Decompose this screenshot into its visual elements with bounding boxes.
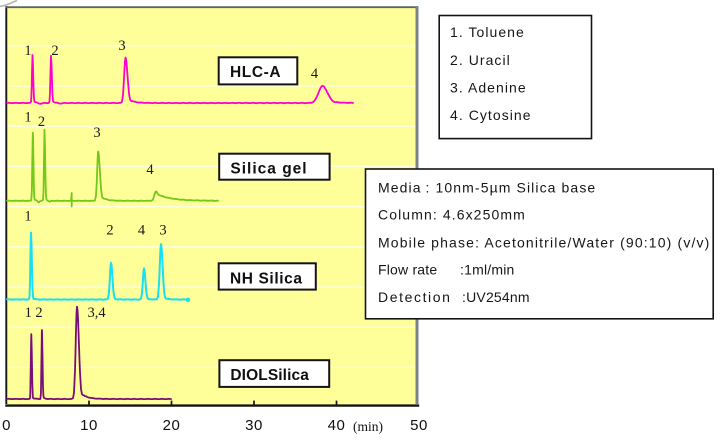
svg-text:1: 1 [24, 209, 31, 225]
svg-text:4: 4 [146, 162, 154, 178]
svg-text:2: 2 [35, 305, 42, 321]
svg-text:3. Adenine: 3. Adenine [450, 80, 527, 96]
svg-text:4: 4 [138, 223, 146, 239]
svg-text:1: 1 [25, 305, 32, 321]
svg-text::UV254nm: :UV254nm [462, 289, 530, 305]
svg-text:30: 30 [245, 417, 263, 434]
svg-text:NH Silica: NH Silica [230, 270, 303, 287]
svg-text:40: 40 [328, 417, 346, 434]
svg-text:Media : 10nm-5µm Silica base: Media : 10nm-5µm Silica base [378, 179, 596, 195]
svg-text:3: 3 [159, 223, 166, 239]
svg-text:1: 1 [24, 110, 31, 126]
svg-text:3: 3 [93, 125, 100, 141]
svg-text:Mobile phase: Acetonitrile/Wat: Mobile phase: Acetonitrile/Water (90:10)… [378, 234, 711, 250]
svg-text:Flow rate: Flow rate [378, 262, 437, 278]
svg-text:3,4: 3,4 [87, 305, 106, 321]
svg-text:50: 50 [410, 417, 428, 434]
svg-text:0: 0 [2, 417, 11, 434]
svg-text:20: 20 [163, 417, 181, 434]
svg-text:2. Uracil: 2. Uracil [450, 52, 511, 68]
svg-text:Silica gel: Silica gel [230, 161, 307, 178]
svg-text:2: 2 [38, 114, 45, 130]
svg-text:1. Toluene: 1. Toluene [450, 24, 525, 40]
svg-text:2: 2 [106, 223, 113, 239]
svg-text:1: 1 [24, 43, 31, 59]
svg-text:HLC-A: HLC-A [230, 64, 281, 81]
svg-text:4. Cytosine: 4. Cytosine [450, 107, 532, 123]
svg-text:4: 4 [311, 66, 319, 82]
svg-text:3: 3 [118, 38, 125, 54]
svg-text:DIOLSilica: DIOLSilica [230, 367, 309, 384]
svg-text:10: 10 [80, 417, 98, 434]
svg-text:Detection: Detection [378, 289, 452, 305]
svg-text:(min): (min) [353, 419, 383, 434]
svg-text::1ml/min: :1ml/min [460, 262, 515, 278]
svg-text:2: 2 [51, 43, 58, 59]
svg-text:Column: 4.6x250mm: Column: 4.6x250mm [378, 207, 526, 223]
